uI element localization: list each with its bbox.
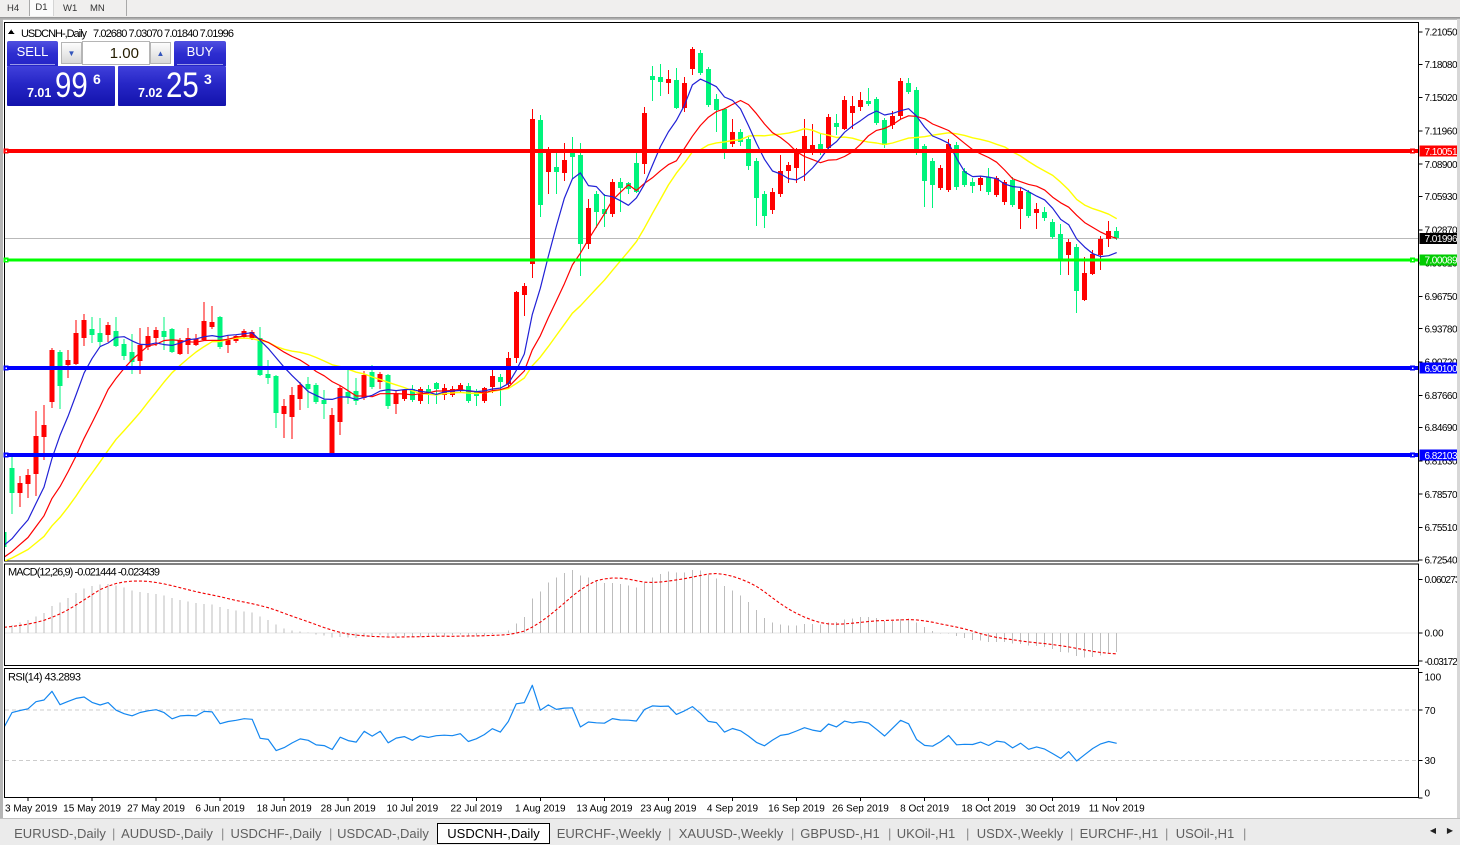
svg-text:11 Nov 2019: 11 Nov 2019	[1089, 804, 1145, 815]
svg-text:3 May 2019: 3 May 2019	[5, 804, 58, 815]
svg-text:MACD(12,26,9) -0.021444 -0.023: MACD(12,26,9) -0.021444 -0.023439	[8, 567, 160, 579]
svg-text:7.18080: 7.18080	[1425, 60, 1458, 71]
svg-text:-0.031725: -0.031725	[1425, 657, 1460, 668]
svg-text:6 Jun 2019: 6 Jun 2019	[195, 804, 245, 815]
svg-text:USDCNH-,Daily: USDCNH-,Daily	[21, 28, 88, 40]
svg-text:6.93780: 6.93780	[1425, 324, 1458, 335]
svg-text:8 Oct 2019: 8 Oct 2019	[900, 804, 949, 815]
svg-text:7.10051: 7.10051	[1425, 147, 1458, 158]
svg-text:6.90100: 6.90100	[1425, 364, 1458, 375]
svg-text:13 Aug 2019: 13 Aug 2019	[576, 804, 633, 815]
svg-text:16 Sep 2019: 16 Sep 2019	[768, 804, 825, 815]
svg-text:4 Sep 2019: 4 Sep 2019	[707, 804, 759, 815]
svg-text:27 May 2019: 27 May 2019	[127, 804, 185, 815]
svg-text:22 Jul 2019: 22 Jul 2019	[450, 804, 502, 815]
svg-text:70: 70	[1425, 706, 1437, 717]
svg-text:0: 0	[1425, 789, 1431, 800]
svg-text:7.01996: 7.01996	[1425, 234, 1458, 245]
svg-text:100: 100	[1425, 673, 1442, 684]
svg-text:18 Oct 2019: 18 Oct 2019	[961, 804, 1016, 815]
svg-text:23 Aug 2019: 23 Aug 2019	[640, 804, 697, 815]
svg-text:7.08900: 7.08900	[1425, 160, 1458, 171]
svg-text:6.78570: 6.78570	[1425, 490, 1458, 501]
svg-text:6.84690: 6.84690	[1425, 423, 1458, 434]
svg-text:1 Aug 2019: 1 Aug 2019	[515, 804, 566, 815]
svg-text:0.060273: 0.060273	[1425, 575, 1460, 586]
svg-text:28 Jun 2019: 28 Jun 2019	[321, 804, 376, 815]
svg-text:7.21050: 7.21050	[1425, 28, 1458, 39]
svg-text:7.15020: 7.15020	[1425, 93, 1458, 104]
svg-text:7.02870: 7.02870	[1425, 225, 1458, 236]
svg-text:6.81630: 6.81630	[1425, 457, 1458, 468]
svg-text:6.82103: 6.82103	[1425, 451, 1458, 462]
svg-text:30: 30	[1425, 756, 1437, 767]
svg-text:26 Sep 2019: 26 Sep 2019	[832, 804, 889, 815]
svg-text:6.72540: 6.72540	[1425, 555, 1458, 566]
svg-text:15 May 2019: 15 May 2019	[63, 804, 121, 815]
svg-text:18 Jun 2019: 18 Jun 2019	[257, 804, 312, 815]
svg-text:6.96750: 6.96750	[1425, 292, 1458, 303]
svg-text:0.00: 0.00	[1425, 629, 1444, 640]
svg-text:6.87660: 6.87660	[1425, 391, 1458, 402]
svg-text:7.00089: 7.00089	[1425, 256, 1458, 267]
svg-text:7.02680 7.03070 7.01840 7.0199: 7.02680 7.03070 7.01840 7.01996	[93, 28, 234, 40]
svg-text:6.75510: 6.75510	[1425, 523, 1458, 534]
svg-text:30 Oct 2019: 30 Oct 2019	[1025, 804, 1080, 815]
svg-text:10 Jul 2019: 10 Jul 2019	[386, 804, 438, 815]
svg-text:7.11960: 7.11960	[1425, 127, 1458, 138]
svg-text:7.05930: 7.05930	[1425, 192, 1458, 203]
svg-text:RSI(14) 43.2893: RSI(14) 43.2893	[8, 672, 81, 684]
